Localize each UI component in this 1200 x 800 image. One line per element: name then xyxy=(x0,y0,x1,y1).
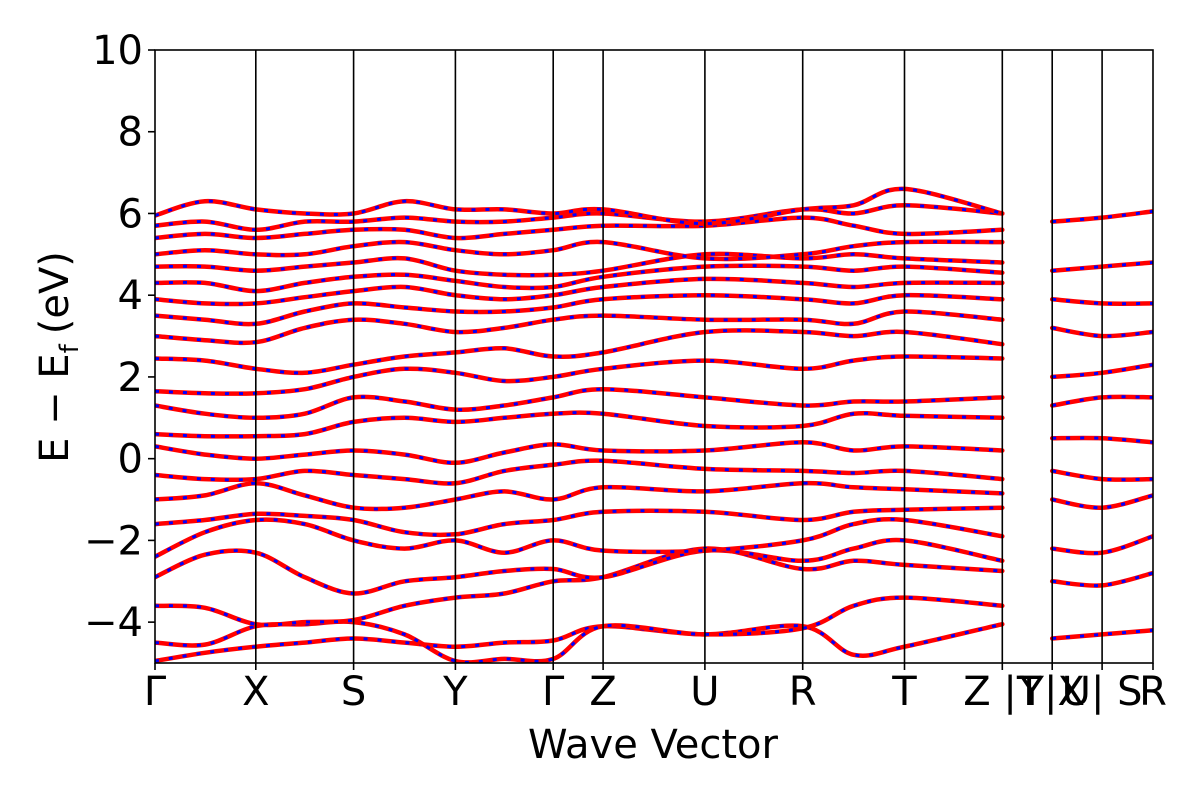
band-15-spin-down xyxy=(155,277,1003,306)
kpoint-divider-lines xyxy=(254,50,1103,663)
band-11-spin-up xyxy=(155,354,1005,396)
x-tick-label-2: S xyxy=(341,669,366,715)
x-tick-label-10: Y|X xyxy=(1019,669,1085,715)
y-axis-label-subscript: f xyxy=(55,343,85,353)
band-11-spin-down xyxy=(155,354,1003,396)
y-tick-label-3: 2 xyxy=(118,355,143,401)
x-tick-label-1: X xyxy=(242,669,269,715)
band-17-spin-down xyxy=(155,252,1003,277)
x-tick-label-9: Z |T xyxy=(963,669,1042,715)
band-7-spin-down xyxy=(155,459,1003,485)
bands-layer xyxy=(155,186,1153,663)
band-18-spin-down xyxy=(155,240,1003,261)
band-3-spin-down xyxy=(155,538,1003,596)
x-axis-label: Wave Vector xyxy=(528,722,779,768)
band-6-spin-up xyxy=(155,480,1005,512)
band-4-spin-up xyxy=(155,517,1005,559)
band-20-spin-down xyxy=(155,203,1003,232)
plot-frame xyxy=(154,49,1154,664)
y-tick-label-7: 10 xyxy=(92,28,143,74)
band-0-spin-up xyxy=(155,621,1005,663)
x-tick-label-0: Γ xyxy=(144,669,167,715)
y-axis-label-unit: (eV) xyxy=(32,251,78,334)
band-13-spin-up xyxy=(155,309,1005,346)
band-2-spin-down xyxy=(155,547,1003,627)
x-tick-label-11: U| S xyxy=(1062,669,1143,715)
band-10-spin-up xyxy=(155,386,1005,421)
y-tick-label-1: −2 xyxy=(84,518,143,564)
band-2-spin-up xyxy=(155,546,1005,628)
x-tick-label-12: R xyxy=(1139,669,1167,715)
y-tick-label-6: 8 xyxy=(118,110,143,156)
x-tick-label-5: Z xyxy=(589,669,616,715)
band-16-spin-down xyxy=(155,264,1003,293)
band-5-spin-up xyxy=(155,505,1005,538)
y-tick-label-5: 6 xyxy=(118,191,143,237)
y-tick-label-2: 0 xyxy=(118,437,143,483)
band-7-spin-up xyxy=(155,458,1005,486)
y-axis-label: E − Ef (eV) xyxy=(32,251,85,463)
band-4-spin-down xyxy=(155,517,1003,559)
y-axis-ticks: −4 −2 0 2 4 6 8 10 xyxy=(84,28,155,646)
band-6-spin-down xyxy=(155,481,1003,511)
y-axis-label-main: E − E xyxy=(32,353,78,463)
y-tick-label-4: 4 xyxy=(118,273,143,319)
x-tick-label-3: Y xyxy=(442,669,468,715)
band-14-spin-down xyxy=(155,293,1003,326)
band-21-spin-down xyxy=(155,187,1003,226)
band-9-spin-down xyxy=(155,411,1003,438)
band-8-spin-up xyxy=(155,440,1005,466)
y-tick-label-0: −4 xyxy=(84,600,143,646)
band-19-spin-down xyxy=(155,216,1003,240)
x-tick-label-8: T xyxy=(891,669,917,715)
x-tick-label-6: U xyxy=(690,669,719,715)
band-21-spin-up xyxy=(155,186,1005,226)
band-12-spin-down xyxy=(155,328,1003,375)
x-tick-label-7: R xyxy=(789,669,817,715)
x-tick-label-4: Γ xyxy=(542,669,565,715)
